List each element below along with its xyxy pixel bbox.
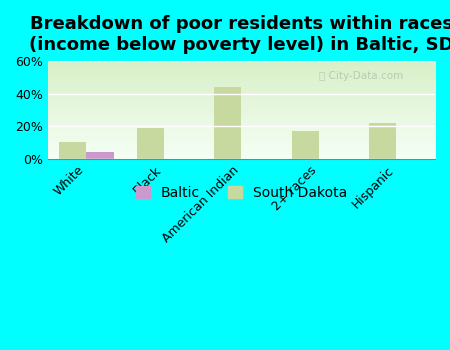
Bar	[369, 123, 396, 159]
Bar	[59, 142, 86, 159]
Legend: Baltic, South Dakota: Baltic, South Dakota	[130, 181, 352, 205]
Title: Breakdown of poor residents within races
(income below poverty level) in Baltic,: Breakdown of poor residents within races…	[29, 15, 450, 54]
Text: Ⓐ City-Data.com: Ⓐ City-Data.com	[319, 71, 403, 81]
Bar	[137, 128, 164, 159]
Bar	[292, 131, 319, 159]
Bar	[214, 87, 241, 159]
Bar	[86, 152, 113, 159]
